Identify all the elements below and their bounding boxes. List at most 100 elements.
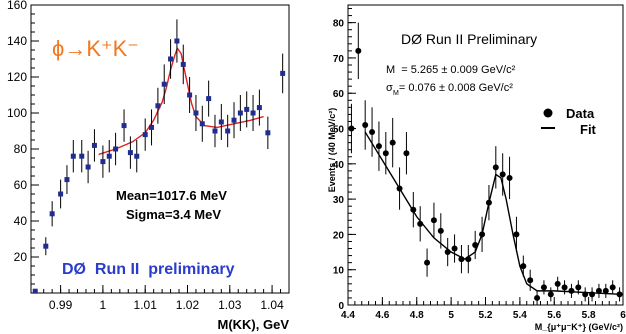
right-fit-line [364, 131, 624, 296]
right-data-point [561, 280, 568, 295]
left-data-point [113, 132, 119, 166]
left-data-point [174, 19, 180, 63]
right-data-point [479, 216, 486, 253]
left-data-point [199, 105, 205, 142]
right-data-point [362, 100, 369, 150]
right-data-point [369, 107, 376, 157]
right-x-tick-label: 4.4 [341, 310, 355, 321]
right-point-marker [458, 256, 465, 263]
right-point-marker [479, 231, 486, 238]
left-point-marker [265, 130, 271, 136]
left-y-tick-label: 60 [14, 178, 28, 192]
left-point-marker [187, 92, 193, 98]
left-x-tick-label: 1.04 [260, 298, 284, 312]
left-data-point [58, 179, 64, 209]
left-point-marker [43, 243, 49, 249]
right-x-tick-label: 5.8 [582, 310, 596, 321]
right-point-marker [582, 291, 589, 298]
left-point-marker [174, 38, 180, 44]
right-x-tick-label: 4.6 [375, 310, 389, 321]
right-data-point [417, 206, 424, 242]
right-y-tick-label: 80 [333, 19, 345, 30]
left-data-point [43, 237, 49, 256]
left-y-tick-label: 120 [7, 70, 27, 84]
right-width-label: σ = 0.076 ± 0.008 GeV/c² [386, 82, 513, 94]
right-x-tick-label: 4.8 [410, 310, 424, 321]
left-data-point [155, 87, 161, 124]
right-point-marker [589, 291, 596, 298]
left-point-marker [70, 153, 76, 159]
right-x-tick-label: 5.4 [513, 310, 527, 321]
right-point-marker [561, 284, 568, 291]
left-data-point [193, 95, 199, 131]
right-point-marker [389, 139, 396, 146]
left-decay-label: ϕ→K⁺K⁻ [52, 36, 139, 61]
left-data-point [79, 140, 85, 173]
right-data-point [602, 283, 609, 298]
left-point-marker [280, 70, 286, 76]
left-x-tick-label: 0.99 [49, 298, 73, 312]
left-point-marker [155, 103, 161, 109]
left-data-point [127, 136, 133, 169]
right-point-marker [355, 47, 362, 54]
left-x-axis-title: M(KK), GeV [218, 317, 290, 332]
left-point-marker [161, 81, 167, 87]
right-point-marker [609, 284, 616, 291]
left-point-marker [256, 105, 262, 111]
right-point-marker [547, 291, 554, 298]
left-data-point [168, 39, 174, 79]
right-data-point [492, 146, 499, 189]
right-data-point [527, 269, 534, 291]
left-point-marker [149, 124, 155, 130]
left-point-marker [225, 128, 231, 134]
left-data-point [225, 114, 231, 148]
left-data-point [231, 102, 237, 139]
right-data-point [609, 280, 616, 295]
left-point-marker [127, 150, 133, 156]
left-data-point [161, 64, 167, 104]
right-data-point [534, 290, 541, 305]
left-data-point [280, 53, 286, 94]
left-point-marker [199, 121, 205, 127]
left-y-tick-label: 40 [14, 214, 28, 228]
left-data-points [32, 19, 286, 294]
right-point-marker [437, 227, 444, 234]
right-title: DØ Run II Preliminary [401, 31, 537, 47]
left-data-point [134, 140, 140, 173]
right-data-point [506, 156, 513, 200]
left-point-marker [193, 110, 199, 116]
left-x-tick-label: 1 [100, 298, 107, 312]
legend-fit-label: Fit [580, 122, 597, 137]
right-data-point [458, 245, 465, 274]
left-data-point [237, 95, 243, 131]
right-point-marker [375, 143, 382, 150]
left-data-point [244, 91, 250, 128]
right-point-marker [540, 284, 547, 291]
left-data-point [91, 129, 97, 162]
left-point-marker [85, 164, 91, 170]
right-point-marker [424, 259, 431, 266]
right-data-point [430, 202, 437, 238]
right-point-marker [513, 231, 520, 238]
right-chart: 4.4 4.6 4.8 5 5.2 5.4 5.6 5.8 601020304050607080… [327, 4, 626, 332]
left-experiment-label: DØ Run II preliminary [62, 261, 235, 278]
left-point-marker [180, 61, 186, 67]
right-data-points [348, 22, 623, 305]
right-point-marker [396, 185, 403, 192]
right-y-axis-title: Events / (40 MeV/c²) [327, 108, 337, 193]
right-data-point [465, 245, 472, 274]
right-data-point [382, 132, 389, 175]
left-point-marker [168, 56, 174, 62]
left-y-tick-label: 100 [7, 106, 27, 120]
right-point-marker [410, 206, 417, 213]
left-point-marker [58, 191, 64, 197]
right-data-point [540, 280, 547, 295]
right-data-point [575, 280, 582, 295]
left-data-point [121, 109, 127, 142]
left-point-marker [218, 119, 224, 125]
left-sigma-label: Sigma=3.4 MeV [126, 207, 221, 222]
left-chart: 0.99 1 1.01 1.02 1.03 1.04 20 40 60 80 100 120 140 16… [7, 0, 290, 332]
left-point-marker [79, 153, 85, 159]
right-y-tick-label: 30 [333, 195, 345, 206]
